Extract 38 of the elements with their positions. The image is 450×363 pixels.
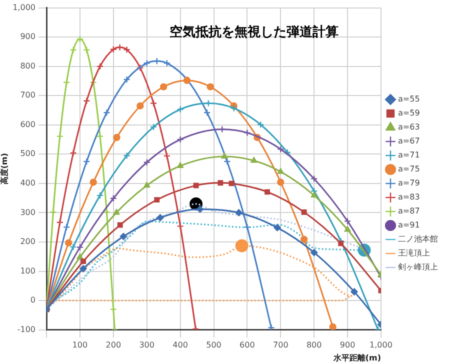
- legend-label: a=87: [398, 206, 420, 216]
- x-tick-label: 200: [106, 340, 122, 350]
- legend-label: a=59: [398, 108, 420, 118]
- y-axis-title: 高度(m): [0, 152, 9, 185]
- x-tick-label: 100: [72, 340, 88, 350]
- legend-label: a=83: [398, 192, 420, 202]
- x-tick-label: 700: [273, 340, 288, 350]
- y-tick-label: 800: [20, 61, 36, 70]
- y-tick-label: 200: [20, 237, 36, 246]
- y-tick-label: 300: [20, 208, 36, 217]
- legend-label: 剣ヶ峰頂上: [398, 262, 438, 272]
- legend-label: a=67: [398, 136, 420, 146]
- y-tick-label: 600: [20, 120, 36, 129]
- legend-label: a=79: [398, 178, 420, 188]
- legend-label: a=63: [398, 122, 420, 132]
- y-tick-label: -100: [17, 324, 36, 334]
- legend-label: a=75: [398, 164, 420, 174]
- y-tick-label: 900: [20, 32, 36, 42]
- y-tick-label: 500: [20, 149, 36, 158]
- y-tick-label: 400: [20, 178, 36, 188]
- x-axis-title: 水平距離(m): [332, 353, 381, 362]
- y-tick-label: 700: [20, 90, 36, 100]
- y-tick-label: 1,000: [12, 2, 36, 12]
- x-tick-label: 400: [172, 340, 188, 350]
- legend-label: 王滝頂上: [398, 248, 430, 258]
- legend-label: a=55: [398, 94, 420, 104]
- x-tick-label: 800: [306, 340, 322, 350]
- legend-label: a=91: [398, 220, 420, 230]
- x-tick-label: 600: [240, 340, 255, 350]
- x-tick-label: 900: [340, 340, 356, 350]
- text: 空気抵抗を無視した弾道計算: [169, 24, 338, 40]
- legend-label: 二ノ池本館: [398, 234, 438, 244]
- y-tick-label: 0: [30, 296, 36, 305]
- y-tick-label: 100: [20, 266, 36, 276]
- x-tick-label: 1,000: [370, 340, 392, 350]
- x-tick-label: 300: [139, 340, 154, 350]
- x-tick-label: 500: [206, 340, 222, 350]
- legend-label: a=71: [398, 150, 420, 160]
